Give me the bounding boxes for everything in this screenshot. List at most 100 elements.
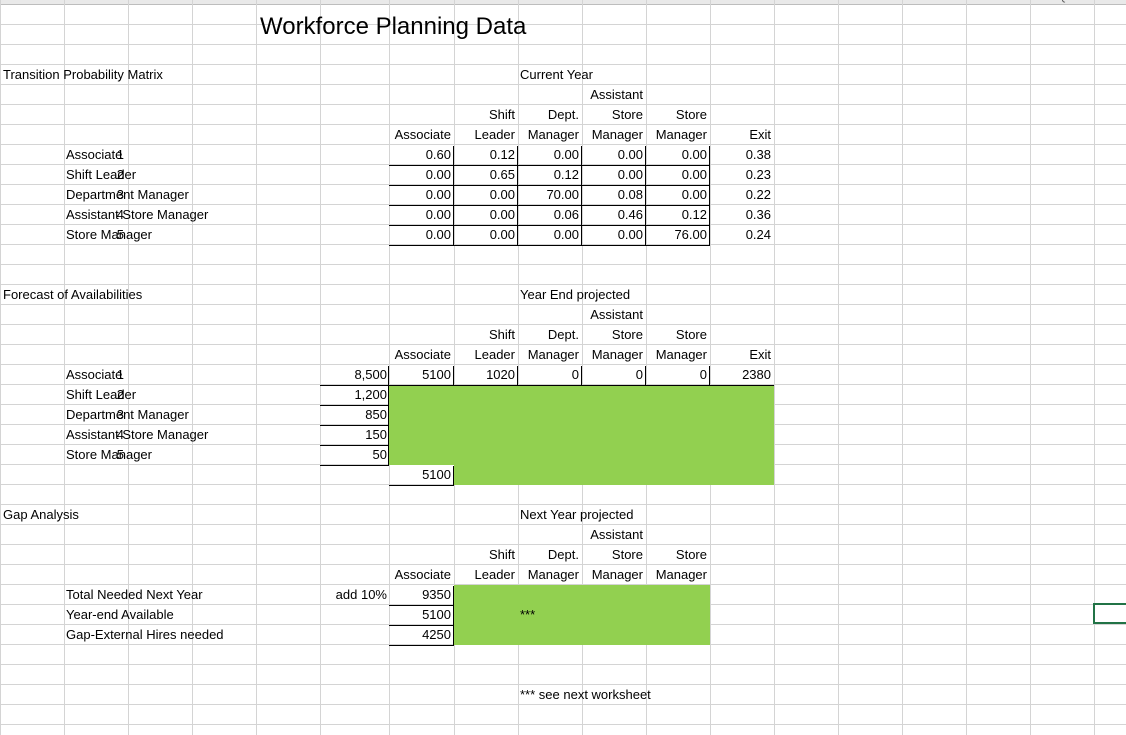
column-letter[interactable]: G [418,0,427,3]
column-header-cell: Manager [591,347,643,362]
projection-cell[interactable]: 2380 [742,367,771,382]
column-header-cell: Associate [394,347,451,362]
probability-cell[interactable]: 0.38 [745,147,771,162]
probability-cell[interactable]: 0.65 [489,167,515,182]
probability-cell[interactable]: 0.24 [745,227,771,242]
column-header-cell: Manager [655,347,707,362]
gap-value-cell[interactable]: 4250 [422,627,451,642]
column-letter[interactable]: A [28,0,35,3]
probability-cell[interactable]: 0.08 [617,187,643,202]
column-header-cell: Leader [474,347,515,362]
gap-row-label: Year-end Available [66,607,174,622]
gap-marker: *** [520,607,536,622]
availability-cell[interactable]: 150 [365,427,387,442]
position-label: Shift Leader [66,387,137,402]
column-letter[interactable]: H [482,0,490,3]
column-letter[interactable]: L [738,0,744,3]
probability-cell[interactable]: 0.00 [681,187,707,202]
projection-cell[interactable]: 0 [635,367,643,382]
probability-cell[interactable]: 0.00 [425,227,451,242]
column-letter[interactable]: N [866,0,874,3]
forecast-total-input-area[interactable] [454,465,774,485]
probability-cell[interactable]: 76.00 [674,227,707,242]
transition-header-group: Current Year [520,67,593,82]
probability-cell[interactable]: 0.23 [745,167,771,182]
probability-cell[interactable]: 0.00 [425,167,451,182]
probability-cell[interactable]: 0.06 [553,207,579,222]
probability-cell[interactable]: 0.12 [553,167,579,182]
probability-cell[interactable]: 0.12 [489,147,515,162]
column-gridline [0,0,1,735]
row-number: 3 [116,187,124,202]
availability-cell[interactable]: 850 [365,407,387,422]
column-letter[interactable]: E [284,0,291,3]
column-header-cell: Manager [655,567,707,582]
gap-value-cell[interactable]: 5100 [422,607,451,622]
gap-value-cell[interactable]: 9350 [422,587,451,602]
projection-cell[interactable]: 5100 [422,367,451,382]
probability-cell[interactable]: 0.00 [553,147,579,162]
column-letter[interactable]: Q [1058,0,1067,3]
gap-footnote: *** see next worksheet [520,687,651,702]
cell-border [453,466,454,485]
column-gridline [902,0,903,735]
column-header-cell: Shift [488,327,515,342]
probability-cell[interactable]: 0.00 [617,147,643,162]
column-letter[interactable]: I [546,0,549,3]
column-letter[interactable]: F [351,0,358,3]
column-letter[interactable]: O [930,0,939,3]
column-gridline [320,0,321,735]
availability-cell[interactable]: 1,200 [354,387,387,402]
availability-cell[interactable]: 8,500 [354,367,387,382]
active-cell-selection[interactable] [1093,603,1126,624]
cell-border [645,146,646,246]
probability-cell[interactable]: 0.00 [553,227,579,242]
cell-border [517,146,518,246]
row-number: 4 [116,427,124,442]
probability-cell[interactable]: 0.22 [745,187,771,202]
forecast-total-value[interactable]: 5100 [422,467,451,482]
column-letter[interactable]: K [674,0,681,3]
cell-border [389,185,710,186]
probability-cell[interactable]: 0.00 [489,207,515,222]
cell-border [709,146,710,246]
column-letter[interactable]: P [994,0,1001,3]
forecast-input-area[interactable] [389,385,774,465]
cell-border [320,385,774,386]
probability-cell[interactable]: 0.00 [425,187,451,202]
column-header-cell: Exit [749,127,771,142]
probability-cell[interactable]: 0.00 [425,207,451,222]
column-letter[interactable]: J [610,0,616,3]
probability-cell[interactable]: 0.46 [617,207,643,222]
projection-cell[interactable]: 0 [571,367,579,382]
column-gridline [646,0,647,735]
probability-cell[interactable]: 0.36 [745,207,771,222]
position-label: Associate [66,147,123,162]
column-letter[interactable]: C [156,0,164,3]
projection-cell[interactable]: 1020 [486,367,515,382]
column-letter[interactable]: D [220,0,228,3]
cell-border [320,425,389,426]
column-gridline [582,0,583,735]
probability-cell[interactable]: 0.00 [489,187,515,202]
column-header-cell: Dept. [547,107,579,122]
column-letter[interactable]: B [92,0,99,3]
projection-cell[interactable]: 0 [699,367,707,382]
probability-cell[interactable]: 0.00 [489,227,515,242]
probability-cell[interactable]: 0.00 [681,167,707,182]
column-letter[interactable]: M [802,0,811,3]
probability-cell[interactable]: 0.00 [681,147,707,162]
probability-cell[interactable]: 0.00 [617,167,643,182]
probability-cell[interactable]: 70.00 [546,187,579,202]
probability-cell[interactable]: 0.60 [425,147,451,162]
column-header-bar[interactable] [0,0,1126,5]
probability-cell[interactable]: 0.12 [681,207,707,222]
column-header-cell: Associate [394,127,451,142]
probability-cell[interactable]: 0.00 [617,227,643,242]
cell-border [581,366,582,385]
availability-cell[interactable]: 50 [372,447,387,462]
cell-border [388,366,389,466]
gap-input-area[interactable] [454,585,710,645]
column-header-cell: Assistant [590,87,643,102]
